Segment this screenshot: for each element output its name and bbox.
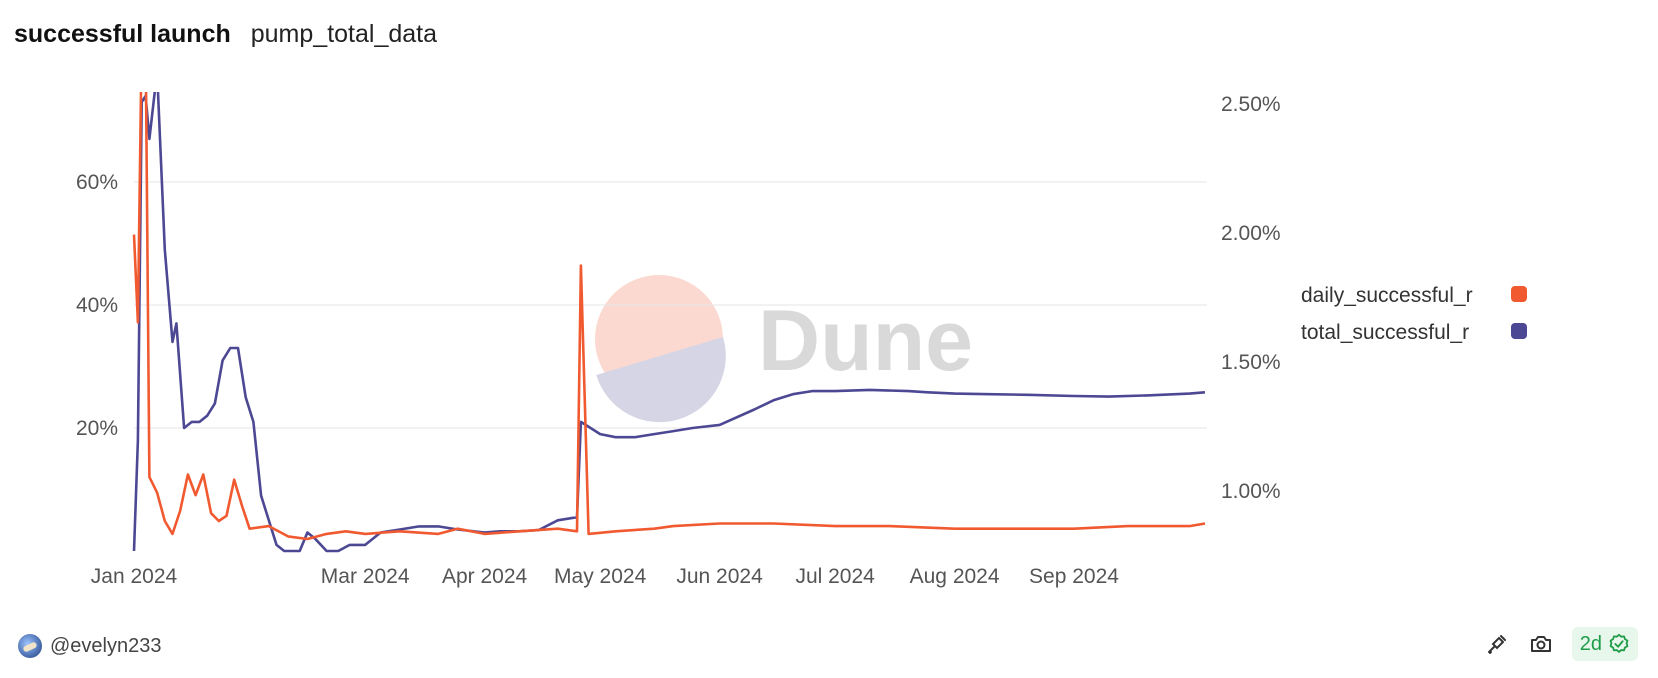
y-axis-left: 20% 40% 60% [76, 171, 118, 440]
x-tick-label: Jan 2024 [91, 565, 178, 588]
freshness-label: 2d [1579, 632, 1602, 655]
avatar[interactable] [18, 634, 42, 658]
x-tick-label: Mar 2024 [321, 565, 410, 588]
chart-header: successful launch pump_total_data [14, 14, 437, 54]
watermark-circle-bottom [596, 337, 726, 423]
y-right-tick-label: 2.00% [1221, 222, 1281, 245]
x-axis: Jan 2024 Mar 2024 Apr 2024 May 2024 Jun 2024… [91, 565, 1120, 588]
legend-label: total_successful_r [1301, 321, 1469, 344]
legend[interactable]: daily_successful_r total_successful_r [1301, 284, 1527, 344]
grid-lines [134, 181, 1207, 429]
legend-swatch [1511, 323, 1527, 339]
x-tick-label: Aug 2024 [910, 565, 1000, 588]
footer-toolbar: 2d [1484, 626, 1638, 662]
dune-watermark: Dune [595, 275, 973, 423]
legend-swatch [1511, 286, 1527, 302]
x-tick-label: Apr 2024 [442, 565, 528, 588]
username[interactable]: @evelyn233 [50, 634, 162, 657]
chain-icon[interactable] [1484, 631, 1510, 657]
y-left-tick-label: 40% [76, 294, 118, 317]
chart-subtitle: pump_total_data [250, 19, 438, 48]
y-left-tick-label: 60% [76, 171, 118, 194]
y-right-tick-label: 1.00% [1221, 480, 1281, 503]
legend-label: daily_successful_r [1301, 284, 1473, 307]
x-tick-label: Sep 2024 [1029, 565, 1119, 588]
legend-item[interactable]: daily_successful_r [1301, 284, 1527, 307]
watermark-text: Dune [758, 293, 973, 389]
legend-item[interactable]: total_successful_r [1301, 321, 1527, 344]
y-left-tick-label: 20% [76, 417, 118, 440]
author[interactable]: @evelyn233 [18, 631, 161, 661]
x-tick-label: May 2024 [554, 565, 647, 588]
y-right-tick-label: 1.50% [1221, 351, 1281, 374]
series-line-total_successful_r [132, 92, 1206, 553]
x-tick-label: Jun 2024 [676, 565, 763, 588]
freshness-badge[interactable]: 2d [1571, 627, 1638, 661]
x-tick-label: Jul 2024 [795, 565, 875, 588]
series-line-daily_successful_r [132, 92, 1206, 541]
camera-icon[interactable] [1528, 631, 1554, 657]
y-axis-right: 1.00% 1.50% 2.00% 2.50% [1221, 93, 1281, 503]
verified-check-icon [1609, 633, 1629, 653]
y-right-tick-label: 2.50% [1221, 93, 1281, 116]
chart-title: successful launch [14, 19, 231, 48]
series-layer [132, 92, 1206, 553]
